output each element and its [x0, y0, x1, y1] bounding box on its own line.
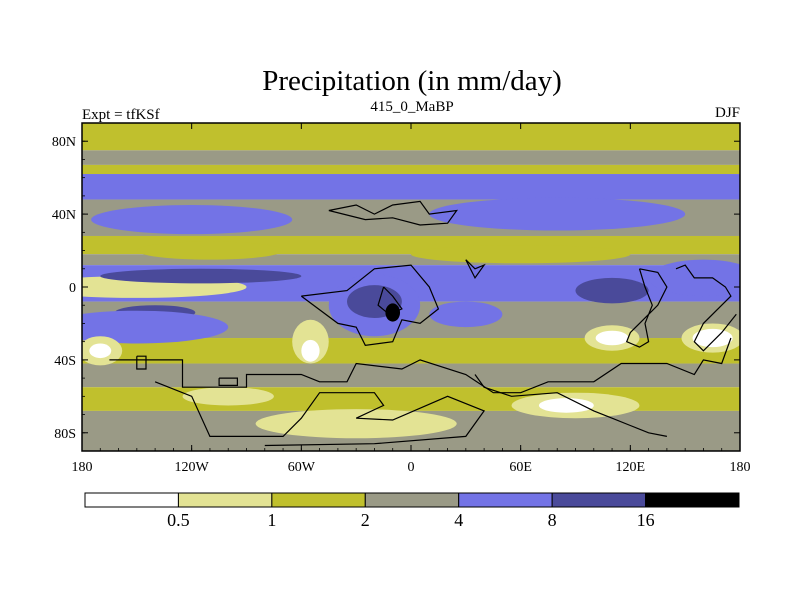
colorbar-swatch-6	[645, 492, 740, 508]
anomaly-18	[692, 328, 733, 348]
band-6	[82, 254, 740, 266]
x-tick-label-4: 60E	[509, 460, 532, 475]
colorbar-label-4: 8	[548, 510, 557, 530]
anomaly-25	[538, 398, 594, 413]
coastline-3	[300, 264, 440, 346]
band-3	[82, 174, 740, 200]
chart-title: Precipitation (in mm/day)	[262, 65, 562, 97]
coastline-9	[136, 355, 147, 370]
colorbar-swatch-5	[551, 492, 647, 508]
x-tick-label-6: 180	[730, 460, 751, 475]
coastline-6	[465, 259, 486, 280]
experiment-label: Expt = tfKSf	[82, 107, 160, 123]
colorbar-label-5: 16	[637, 510, 655, 530]
x-tick-label-0: 180	[72, 460, 93, 475]
colorbar-swatch-1	[177, 492, 273, 508]
y-tick-label-2: 0	[69, 281, 76, 296]
x-axis: 180 120W 60W 0 60E 120E 180	[72, 123, 751, 475]
band-2	[82, 164, 740, 175]
map-field	[82, 123, 740, 451]
anomaly-0	[91, 205, 293, 235]
y-axis: 80N 40N 0 40S 80S	[52, 135, 740, 442]
coastline-0	[109, 337, 732, 394]
anomaly-6	[100, 268, 302, 284]
coastline-5	[328, 200, 458, 226]
anomaly-8	[82, 310, 229, 344]
anomaly-2	[136, 241, 284, 260]
coastline-1	[154, 381, 486, 447]
y-tick-label-0: 80N	[52, 135, 76, 150]
y-tick-label-4: 80S	[54, 427, 76, 442]
colorbar-swatch-0	[84, 492, 179, 508]
colorbar-label-1: 1	[267, 510, 276, 530]
band-1	[82, 150, 740, 165]
coastline-7	[625, 268, 668, 348]
x-tick-label-1: 120W	[175, 460, 210, 475]
anomaly-16	[595, 330, 629, 346]
anomaly-3	[411, 245, 631, 264]
coastline-2	[474, 374, 668, 437]
anomaly-23	[255, 409, 457, 439]
y-tick-label-3: 40S	[54, 354, 76, 369]
precipitation-anomalies	[82, 197, 740, 439]
colorbar: 0.5 1 2 4 8 16	[84, 492, 740, 530]
colorbar-swatch-3	[364, 492, 460, 508]
colorbar-swatch-4	[458, 492, 553, 508]
coastlines	[109, 200, 737, 447]
anomaly-20	[301, 339, 320, 362]
x-tick-label-2: 60W	[288, 460, 316, 475]
colorbar-swatch-2	[271, 492, 366, 508]
y-tick-label-1: 40N	[52, 208, 76, 223]
x-tick-label-5: 120E	[616, 460, 646, 475]
coastline-10	[218, 377, 238, 386]
coastline-8	[675, 264, 737, 352]
season-label: DJF	[715, 105, 740, 121]
anomaly-22	[89, 343, 112, 359]
colorbar-label-0: 0.5	[167, 510, 190, 530]
x-tick-label-3: 0	[408, 460, 415, 475]
colorbar-label-2: 2	[361, 510, 370, 530]
colorbar-label-3: 4	[454, 510, 463, 530]
time-period-label: 415_0_MaBP	[370, 99, 453, 115]
anomaly-26	[182, 387, 274, 406]
band-11	[82, 387, 740, 411]
coastline-4	[377, 286, 403, 315]
band-10	[82, 363, 740, 388]
anomaly-13	[575, 277, 649, 304]
anomaly-12	[429, 301, 503, 328]
anomaly-1	[429, 197, 686, 231]
